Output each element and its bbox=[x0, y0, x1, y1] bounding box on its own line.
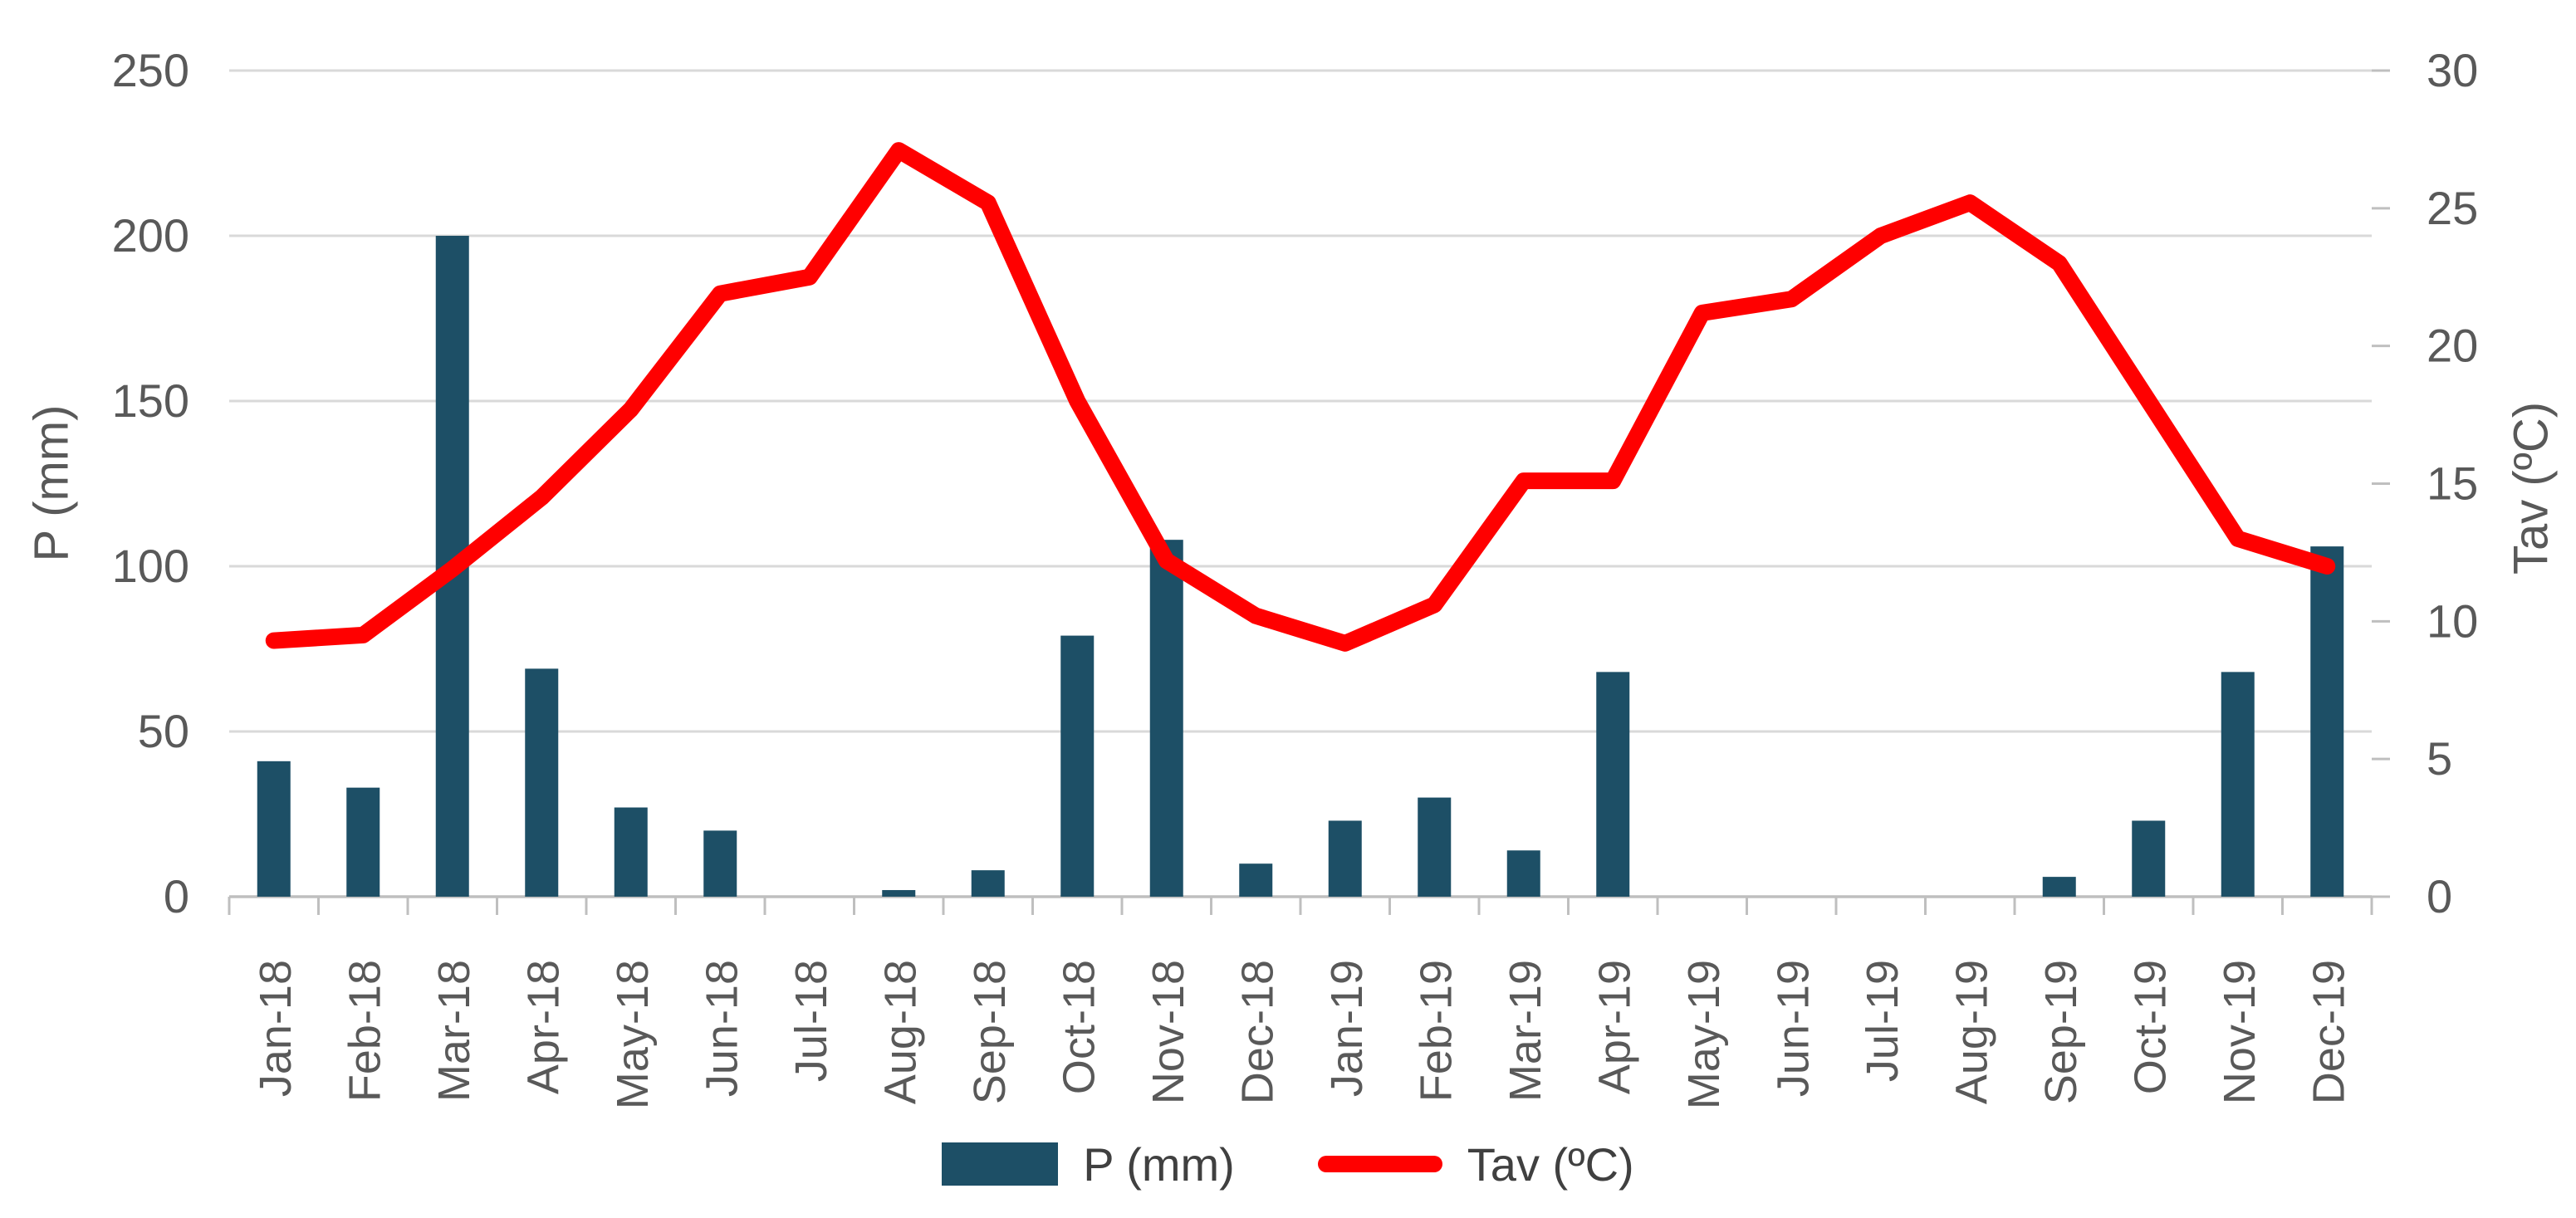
bar bbox=[1418, 797, 1452, 897]
x-axis-label: Sep-18 bbox=[965, 960, 1015, 1104]
bar bbox=[2221, 672, 2255, 897]
x-axis-label: Jan-18 bbox=[251, 960, 301, 1097]
bar bbox=[614, 807, 648, 897]
x-axis-label: Dec-19 bbox=[2304, 960, 2353, 1104]
left-axis-tick-label: 0 bbox=[164, 870, 189, 922]
legend-line-label: Tav (ºC) bbox=[1467, 1137, 1634, 1191]
left-axis-tick-label: 50 bbox=[138, 705, 189, 757]
right-axis-tick-label: 0 bbox=[2427, 870, 2452, 922]
x-axis-label: Jul-18 bbox=[786, 960, 836, 1082]
bar bbox=[1060, 635, 1095, 897]
bar bbox=[346, 787, 380, 897]
legend-line-swatch-icon bbox=[1317, 1156, 1442, 1172]
right-axis-tick-label: 25 bbox=[2427, 182, 2478, 234]
x-axis-label: Mar-19 bbox=[1501, 960, 1550, 1102]
x-axis-label: Nov-18 bbox=[1144, 960, 1193, 1104]
bar bbox=[1328, 820, 1362, 897]
bar bbox=[1596, 672, 1630, 897]
x-axis-label: May-19 bbox=[1679, 960, 1729, 1109]
legend-bar-swatch-icon bbox=[942, 1142, 1059, 1186]
right-axis-tick-label: 30 bbox=[2427, 44, 2478, 96]
bar bbox=[1506, 850, 1540, 897]
bar bbox=[2042, 877, 2076, 897]
x-axis-label: Aug-18 bbox=[875, 960, 925, 1104]
x-axis-label: Oct-18 bbox=[1054, 960, 1104, 1094]
bar bbox=[882, 890, 916, 897]
bar bbox=[2132, 820, 2166, 897]
x-axis-label: Mar-18 bbox=[429, 960, 479, 1102]
left-axis-tick-label: 200 bbox=[112, 209, 189, 262]
bar bbox=[703, 830, 737, 897]
right-axis-title: Tav (ºC) bbox=[2504, 401, 2559, 575]
right-axis-tick-label: 5 bbox=[2427, 732, 2452, 785]
right-axis-tick-label: 10 bbox=[2427, 594, 2478, 647]
x-axis-label: Jun-19 bbox=[1768, 960, 1818, 1097]
x-axis-label: Sep-19 bbox=[2036, 960, 2086, 1104]
x-axis-label: Jan-19 bbox=[1322, 960, 1372, 1097]
right-axis-tick-label: 20 bbox=[2427, 320, 2478, 372]
x-axis-label: Oct-19 bbox=[2125, 960, 2175, 1094]
bar bbox=[971, 870, 1005, 897]
x-axis-label: Jun-18 bbox=[697, 960, 747, 1097]
x-axis-label: May-18 bbox=[608, 960, 658, 1109]
legend: P (mm) Tav (ºC) bbox=[0, 1131, 2576, 1197]
x-axis-label: Apr-18 bbox=[518, 960, 568, 1094]
left-axis-title: P (mm) bbox=[24, 404, 79, 562]
left-axis-tick-label: 150 bbox=[112, 374, 189, 427]
right-axis-tick-label: 15 bbox=[2427, 457, 2478, 510]
bar bbox=[1149, 540, 1183, 897]
x-axis-label: Nov-19 bbox=[2215, 960, 2265, 1104]
bar bbox=[257, 761, 291, 897]
legend-bar-label: P (mm) bbox=[1083, 1137, 1235, 1191]
left-axis-tick-label: 100 bbox=[112, 540, 189, 592]
x-axis-label: Feb-19 bbox=[1411, 960, 1461, 1102]
bar bbox=[1239, 863, 1273, 897]
bar bbox=[2310, 546, 2344, 897]
x-axis-label: Aug-19 bbox=[1947, 960, 1996, 1104]
x-axis-label: Feb-18 bbox=[340, 960, 389, 1102]
x-axis-label: Apr-19 bbox=[1589, 960, 1639, 1094]
left-axis-tick-label: 250 bbox=[112, 44, 189, 96]
temperature-line bbox=[265, 142, 2336, 652]
x-axis-label: Jul-19 bbox=[1858, 960, 1908, 1082]
x-axis-label: Dec-18 bbox=[1232, 960, 1282, 1104]
bar bbox=[525, 668, 559, 897]
